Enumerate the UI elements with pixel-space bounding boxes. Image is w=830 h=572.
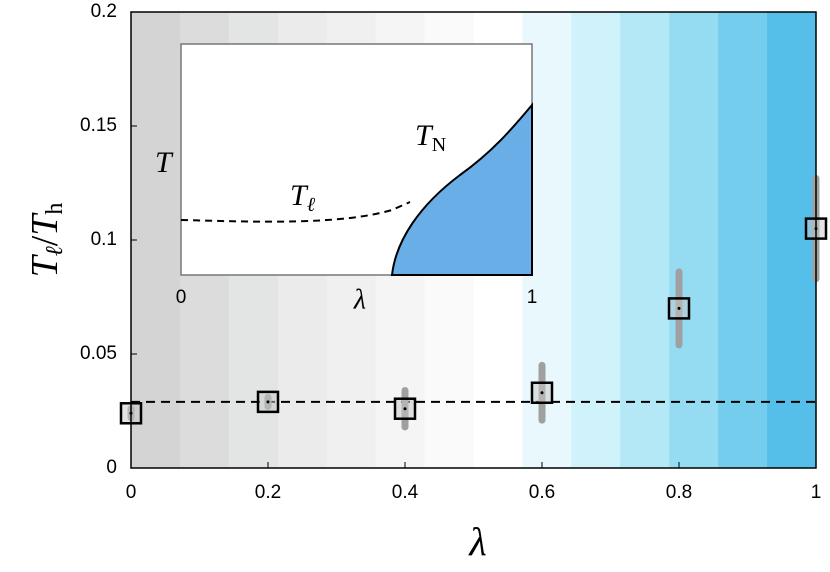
x-axis-label: λ [468,519,486,564]
y-label-part: ℓ [42,246,68,256]
inset-lower-label: Tℓ [290,179,316,216]
background-stripe [571,12,621,468]
label-part: N [432,134,446,156]
x-tick-label: 0.6 [529,482,555,503]
y-label-part: T [24,253,66,277]
y-tick-label: 0.05 [80,343,117,364]
x-tick-label: 0.4 [392,482,419,503]
background-stripe [620,12,670,468]
y-label-part: h [42,203,68,215]
background-stripe [131,12,181,468]
inset-tick-label: 1 [527,287,538,308]
label-part: T [415,119,434,152]
point-center [540,391,544,395]
background-stripe [669,12,719,468]
label-part: ℓ [307,194,316,216]
inset-upper-label: TN [415,119,446,156]
background-stripe [718,12,768,468]
x-tick-label: 0 [126,482,137,503]
inset-tick-label: 0 [176,287,187,308]
x-tick-label: 0.8 [666,482,692,503]
point-center [266,400,270,404]
inset: T Tℓ TN 0 λ 1 [155,43,538,315]
background-stripe [767,12,817,468]
y-label-part: / [24,235,66,246]
y-axis-label: Tℓ/Th [24,203,68,278]
point-center [403,407,407,411]
inset-y-label: T [155,146,174,179]
y-tick-label: 0 [106,457,117,478]
point-center [677,306,681,310]
inset-dashed-curve [180,201,411,223]
y-tick-label: 0.1 [91,229,117,250]
y-label-part: T [24,212,66,236]
y-tick-label: 0.15 [80,115,117,136]
x-tick-label: 0.2 [255,482,281,503]
x-tick-label: 1 [811,482,822,503]
label-part: T [290,179,309,212]
inset-region [390,102,533,276]
inset-x-label: λ [353,284,366,315]
y-tick-label: 0.2 [91,1,117,22]
plot-frame [130,11,817,469]
